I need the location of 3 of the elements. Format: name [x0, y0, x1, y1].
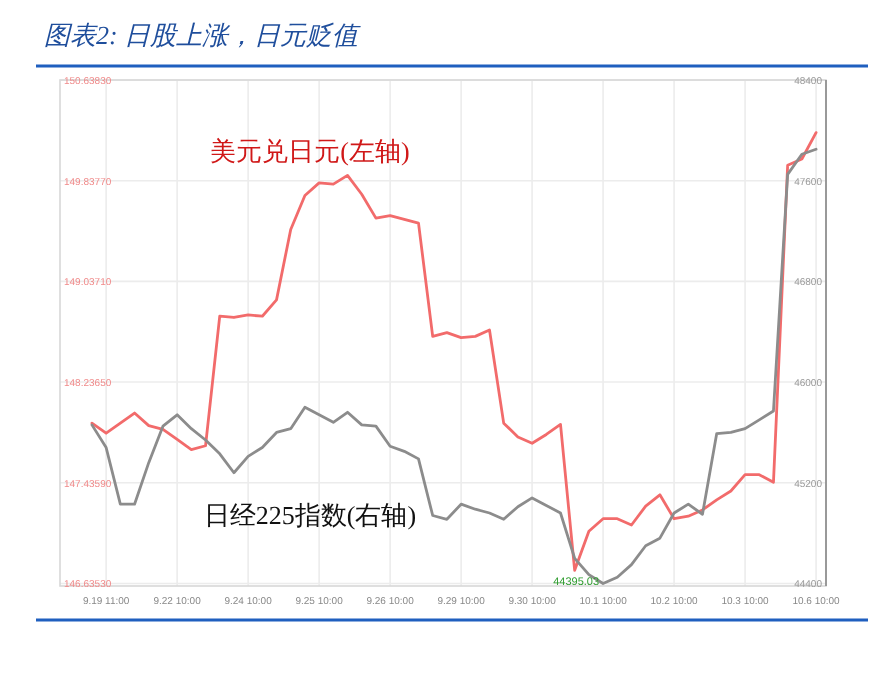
- series-label: 日经225指数(右轴): [203, 500, 417, 530]
- chart-title: 图表2: 日股上涨，日元贬值: [44, 20, 363, 50]
- series-label: 美元兑日元(左轴): [210, 136, 410, 166]
